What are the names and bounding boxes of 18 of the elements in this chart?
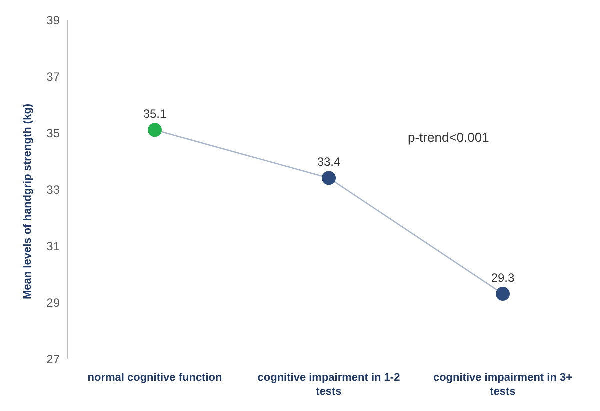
y-tick-label: 39 — [46, 13, 60, 28]
y-tick-label: 37 — [46, 70, 60, 84]
point — [148, 123, 162, 138]
y-axis-title: Mean levels of handgrip strength (kg) — [22, 104, 34, 300]
annotation: p-trend<0.001 — [408, 130, 490, 145]
point — [322, 171, 336, 186]
y-tick-label: 35 — [46, 126, 60, 140]
data-label: 33.4 — [317, 155, 341, 170]
y-tick-label: 29 — [46, 296, 60, 310]
x-tick-label: normal cognitive function — [88, 372, 223, 384]
x-tick-label: cognitive impairment in 3+ tests — [433, 372, 573, 398]
y-tick-label: 31 — [46, 239, 60, 254]
y-tick-label: 27 — [46, 352, 60, 366]
point — [496, 287, 510, 302]
x-tick-label: cognitive impairment in 1-2 tests — [258, 372, 400, 398]
y-tick-label: 33 — [46, 182, 60, 197]
data-label: 35.1 — [143, 107, 167, 122]
data-label: 29.3 — [491, 271, 515, 286]
